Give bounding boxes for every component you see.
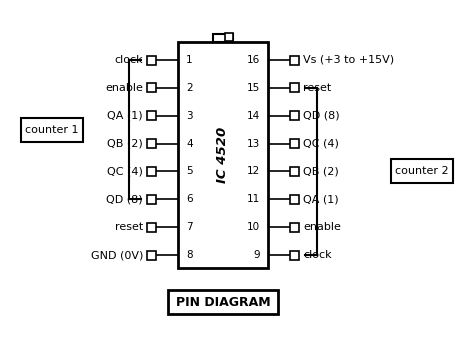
- Text: 6: 6: [186, 194, 192, 204]
- Text: QB (2): QB (2): [107, 139, 143, 149]
- Bar: [147, 195, 156, 204]
- Text: QB (2): QB (2): [303, 166, 339, 176]
- Text: enable: enable: [303, 222, 341, 232]
- Text: 9: 9: [254, 250, 260, 260]
- Text: 14: 14: [247, 111, 260, 121]
- Bar: [391, 160, 453, 184]
- Bar: [147, 223, 156, 232]
- Bar: [147, 167, 156, 176]
- Bar: [290, 250, 299, 260]
- Text: 1: 1: [186, 55, 192, 65]
- Text: QD (8): QD (8): [106, 194, 143, 204]
- Bar: [290, 223, 299, 232]
- Text: clock: clock: [303, 250, 332, 260]
- Text: 2: 2: [186, 83, 192, 93]
- Bar: [147, 139, 156, 148]
- Text: PIN DIAGRAM: PIN DIAGRAM: [176, 295, 270, 309]
- Text: QC (4): QC (4): [303, 139, 339, 149]
- Text: reset: reset: [115, 222, 143, 232]
- Bar: [213, 34, 233, 42]
- Text: 4: 4: [186, 139, 192, 149]
- Text: 10: 10: [247, 222, 260, 232]
- Text: counter 2: counter 2: [395, 166, 449, 176]
- Bar: [168, 290, 278, 314]
- Text: QA (1): QA (1): [108, 111, 143, 121]
- Bar: [147, 250, 156, 260]
- Text: 13: 13: [247, 139, 260, 149]
- Text: GND (0V): GND (0V): [91, 250, 143, 260]
- Text: clock: clock: [114, 55, 143, 65]
- Bar: [290, 167, 299, 176]
- Text: enable: enable: [105, 83, 143, 93]
- Bar: [290, 139, 299, 148]
- Bar: [147, 111, 156, 120]
- Text: 8: 8: [186, 250, 192, 260]
- Bar: [147, 55, 156, 65]
- Bar: [290, 55, 299, 65]
- Bar: [290, 195, 299, 204]
- Bar: [21, 118, 83, 142]
- Bar: [290, 111, 299, 120]
- Text: 5: 5: [186, 166, 192, 176]
- Text: 16: 16: [247, 55, 260, 65]
- Bar: [147, 83, 156, 92]
- Text: 7: 7: [186, 222, 192, 232]
- Bar: [225, 33, 233, 41]
- Bar: [290, 83, 299, 92]
- Text: Vs (+3 to +15V): Vs (+3 to +15V): [303, 55, 394, 65]
- Text: 12: 12: [247, 166, 260, 176]
- Text: reset: reset: [303, 83, 331, 93]
- Text: IC 4520: IC 4520: [217, 127, 229, 183]
- Bar: [178, 42, 268, 268]
- Text: QA (1): QA (1): [303, 194, 338, 204]
- Text: QD (8): QD (8): [303, 111, 340, 121]
- Text: counter 1: counter 1: [25, 125, 79, 135]
- Text: QC (4): QC (4): [107, 166, 143, 176]
- Text: 11: 11: [247, 194, 260, 204]
- Text: 15: 15: [247, 83, 260, 93]
- Text: 3: 3: [186, 111, 192, 121]
